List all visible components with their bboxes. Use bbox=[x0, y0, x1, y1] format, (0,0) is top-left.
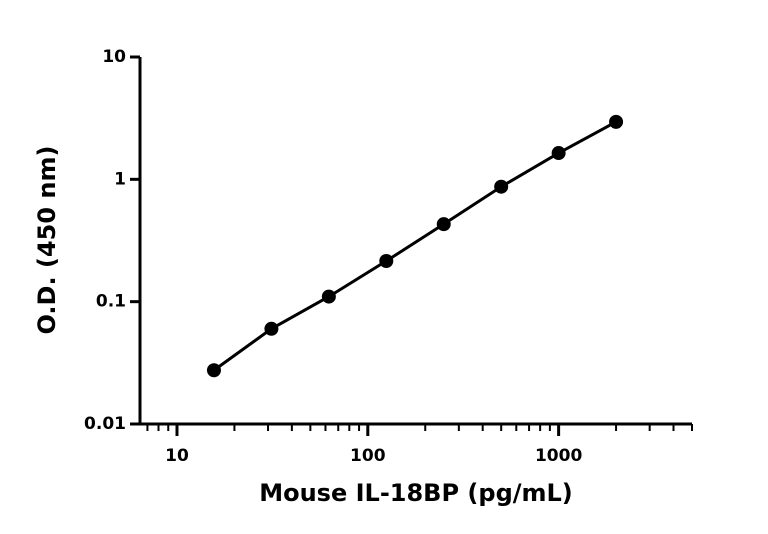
data-point bbox=[436, 217, 451, 232]
y-tick-label: 0.01 bbox=[84, 414, 126, 434]
x-tick-label: 10 bbox=[165, 446, 189, 466]
data-point bbox=[264, 321, 279, 336]
y-tick-label: 0.1 bbox=[96, 292, 126, 312]
data-point bbox=[321, 289, 336, 304]
x-tick-label: 1000 bbox=[535, 446, 582, 466]
data-point bbox=[206, 363, 221, 378]
series-line bbox=[213, 120, 617, 372]
data-point bbox=[379, 253, 394, 268]
x-axis-label: Mouse IL-18BP (pg/mL) bbox=[259, 479, 573, 507]
data-point bbox=[494, 179, 509, 194]
y-axis-label: O.D. (450 nm) bbox=[33, 146, 61, 335]
data-point bbox=[609, 114, 624, 129]
x-tick-label: 100 bbox=[350, 446, 386, 466]
y-tick-label: 1 bbox=[114, 169, 126, 189]
data-point bbox=[551, 146, 566, 161]
y-tick-label: 10 bbox=[102, 47, 126, 67]
